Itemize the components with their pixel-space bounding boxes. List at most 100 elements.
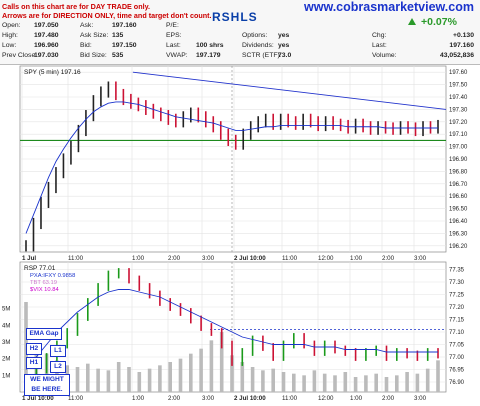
open-value: 197.050 <box>34 22 59 29</box>
x-tick-label: 2 Jul 10:00 <box>234 255 266 262</box>
volume-bar <box>75 367 80 392</box>
volume-bar <box>395 375 399 392</box>
x-tick-label: 1:00 <box>350 395 363 402</box>
volume-bar <box>168 362 172 392</box>
x-tick-label: 12:00 <box>318 395 334 402</box>
high-label: High: <box>2 32 18 39</box>
volume-bar <box>384 377 389 392</box>
x-tick-label: 3:00 <box>414 255 427 262</box>
y-tick-label: 77.35 <box>449 268 465 274</box>
x-tick-label: 11:00 <box>282 255 298 262</box>
volume-tick-label: 4M <box>2 323 10 329</box>
x-tick-label: 1:00 <box>132 395 145 402</box>
volume-bar <box>230 355 234 392</box>
volume-value: 43,052,836 <box>439 52 474 59</box>
ask-label: Ask: <box>80 22 94 29</box>
volume-bar <box>425 368 430 392</box>
legend-tbt: TBT 63.19 <box>30 280 57 286</box>
volume-bar <box>86 363 90 392</box>
up-arrow-icon <box>408 18 416 25</box>
y-tick-label: 197.50 <box>449 83 468 89</box>
day-trade-note: Calls on this chart are for DAY TRADE on… <box>2 2 151 11</box>
volume-bar <box>209 340 214 392</box>
volume-bar <box>364 375 368 392</box>
y-tick-label: 77.25 <box>449 293 465 299</box>
volume-label: Volume: <box>372 52 397 59</box>
volume-bar <box>189 353 193 392</box>
h1-box: H1 <box>26 357 42 369</box>
volume-bar <box>343 372 348 392</box>
vwap-label: VWAP: <box>166 52 188 59</box>
legend-vix: $VIX 10.84 <box>30 287 59 293</box>
we-might-line1: WE MIGHT <box>30 376 64 383</box>
bid-label: Bid: <box>80 42 92 49</box>
vwap-value: 197.179 <box>196 52 221 59</box>
x-tick-label: 3:00 <box>414 395 427 402</box>
volume-tick-label: 1M <box>2 373 10 379</box>
volume-bar <box>96 368 100 392</box>
direction-note: Arrows are for DIRECTION ONLY, time and … <box>2 11 212 20</box>
low-label: Low: <box>2 42 17 49</box>
x-tick-label: 2:00 <box>168 395 181 402</box>
rsp-panel-grid: 77.35 77.30 77.25 77.20 77.15 77.10 77.05 77.00… <box>2 262 465 402</box>
options-value: yes <box>278 32 290 39</box>
x-tick-label: 3:00 <box>202 255 215 262</box>
ema-gap-box: EMA Gap <box>26 328 62 340</box>
volume-bar <box>374 373 378 392</box>
y-tick-label: 197.10 <box>449 132 468 138</box>
open-label: Open: <box>2 22 21 29</box>
volume-bar <box>333 375 337 392</box>
website-link[interactable]: www.cobrasmarketview.com <box>304 0 474 14</box>
volume-bar <box>271 368 275 392</box>
y-tick-label: 197.00 <box>449 145 468 151</box>
y-tick-label: 76.90 <box>449 380 465 386</box>
ask-size-label: Ask Size: <box>80 32 109 39</box>
high-value: 197.480 <box>34 32 59 39</box>
volume-bar <box>219 332 224 392</box>
prev-close-value: 197.030 <box>34 52 59 59</box>
y-tick-label: 196.60 <box>449 194 468 200</box>
last-size-label: Last: <box>166 42 181 49</box>
sctr-value: 73.0 <box>278 52 292 59</box>
y-tick-label: 196.70 <box>449 182 468 188</box>
pe-label: P/E: <box>166 22 179 29</box>
price-panel-marks <box>20 71 447 252</box>
bid-size-label: Bid Size: <box>80 52 107 59</box>
volume-bar <box>250 367 255 392</box>
x-tick-label: 1 Jul <box>22 255 36 262</box>
x-tick-label: 1 Jul 10:00 <box>22 395 54 402</box>
y-tick-label: 77.10 <box>449 330 465 336</box>
volume-bar <box>199 348 203 392</box>
trend-line <box>132 71 447 110</box>
x-tick-label: 2:00 <box>168 255 181 262</box>
prev-close-label: Prev Close: <box>2 52 38 59</box>
sctr-label: SCTR (ETF): <box>242 52 282 59</box>
options-label: Options: <box>242 32 268 39</box>
chg-label: Chg: <box>372 32 387 39</box>
l2-box: L2 <box>50 361 66 373</box>
volume-tick-label: 5M <box>2 307 10 313</box>
volume-bar <box>292 373 296 392</box>
x-tick-label: 1:00 <box>132 255 145 262</box>
bid-value: 197.150 <box>112 42 137 49</box>
x-tick-label: 11:00 <box>68 395 84 402</box>
last-label: Last: <box>372 42 387 49</box>
volume-bar <box>312 370 317 392</box>
we-might-line2: BE HERE. <box>31 385 63 393</box>
volume-bar <box>415 373 420 392</box>
quote-header: Calls on this chart are for DAY TRADE on… <box>0 0 480 65</box>
volume-bar <box>106 370 111 392</box>
y-tick-label: 77.30 <box>449 280 465 286</box>
ask-value: 197.160 <box>112 22 137 29</box>
dividends-value: yes <box>278 42 290 49</box>
y-tick-label: 196.90 <box>449 157 468 163</box>
y-tick-label: 76.95 <box>449 368 465 374</box>
y-tick-label: 77.00 <box>449 355 465 361</box>
y-tick-label: 77.05 <box>449 343 465 349</box>
x-tick-label: 2:00 <box>382 255 395 262</box>
h2-box: H2 <box>26 343 42 355</box>
y-tick-label: 197.60 <box>449 70 468 76</box>
volume-bar <box>281 372 286 392</box>
eps-label: EPS: <box>166 32 182 39</box>
